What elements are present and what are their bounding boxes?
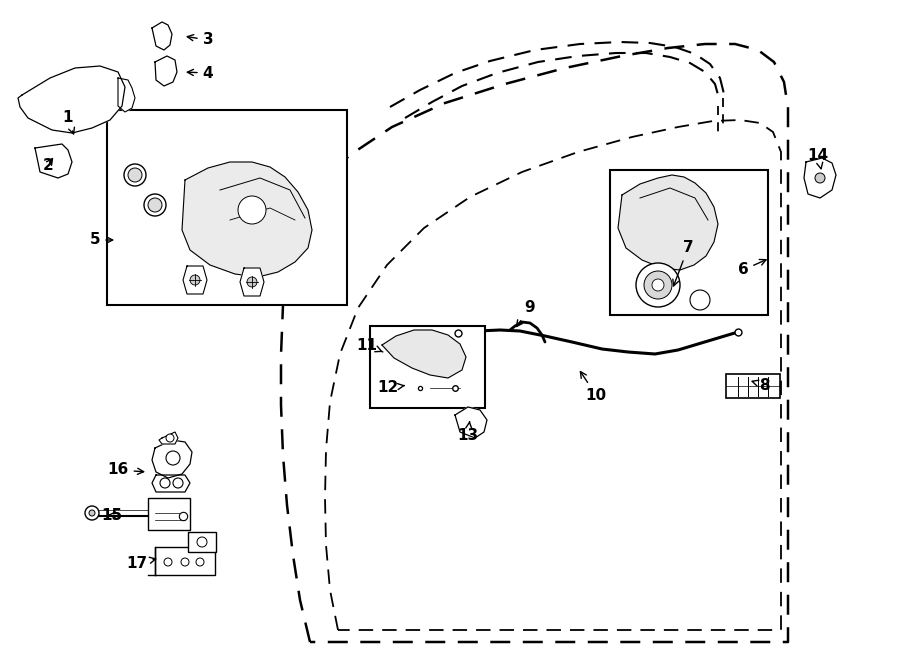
Text: 9: 9 xyxy=(517,301,535,327)
Bar xyxy=(148,498,190,530)
Circle shape xyxy=(144,194,166,216)
Circle shape xyxy=(166,434,174,442)
Text: 15: 15 xyxy=(102,508,122,522)
Circle shape xyxy=(173,478,183,488)
Circle shape xyxy=(196,558,204,566)
Text: 5: 5 xyxy=(90,233,112,247)
Polygon shape xyxy=(152,22,172,50)
Text: 13: 13 xyxy=(457,422,479,442)
Polygon shape xyxy=(155,56,177,86)
Circle shape xyxy=(190,275,200,285)
Text: 2: 2 xyxy=(42,157,53,173)
Circle shape xyxy=(148,198,162,212)
Polygon shape xyxy=(804,158,836,198)
Circle shape xyxy=(644,271,672,299)
Bar xyxy=(370,326,485,408)
Circle shape xyxy=(197,537,207,547)
Circle shape xyxy=(238,196,266,224)
Circle shape xyxy=(89,510,95,516)
Polygon shape xyxy=(18,66,125,133)
Circle shape xyxy=(815,173,825,183)
Polygon shape xyxy=(152,440,192,478)
Polygon shape xyxy=(152,475,190,492)
Bar xyxy=(610,170,768,315)
Bar xyxy=(155,547,215,575)
Circle shape xyxy=(85,506,99,520)
Polygon shape xyxy=(118,78,135,112)
Text: 3: 3 xyxy=(187,32,213,48)
Polygon shape xyxy=(183,266,207,294)
Text: 7: 7 xyxy=(673,241,693,286)
Text: 17: 17 xyxy=(126,555,156,570)
Text: 12: 12 xyxy=(377,381,404,395)
Circle shape xyxy=(690,290,710,310)
Circle shape xyxy=(160,478,170,488)
Text: 14: 14 xyxy=(807,147,829,169)
Circle shape xyxy=(636,263,680,307)
Polygon shape xyxy=(455,407,487,438)
Circle shape xyxy=(128,168,142,182)
Text: 11: 11 xyxy=(356,338,382,352)
Bar xyxy=(726,374,780,398)
Bar xyxy=(107,110,347,305)
Text: 10: 10 xyxy=(580,371,607,403)
Polygon shape xyxy=(182,162,312,277)
Bar xyxy=(188,532,216,552)
Text: 1: 1 xyxy=(63,110,75,134)
Polygon shape xyxy=(159,432,178,444)
Polygon shape xyxy=(618,175,718,270)
Text: 8: 8 xyxy=(752,377,770,393)
Text: 16: 16 xyxy=(107,463,144,477)
Circle shape xyxy=(247,277,257,287)
Polygon shape xyxy=(382,330,466,378)
Circle shape xyxy=(181,558,189,566)
Polygon shape xyxy=(240,268,264,296)
Circle shape xyxy=(124,164,146,186)
Polygon shape xyxy=(35,144,72,178)
Circle shape xyxy=(164,558,172,566)
Text: 6: 6 xyxy=(738,260,766,278)
Circle shape xyxy=(652,279,664,291)
Circle shape xyxy=(166,451,180,465)
Text: 4: 4 xyxy=(187,65,213,81)
